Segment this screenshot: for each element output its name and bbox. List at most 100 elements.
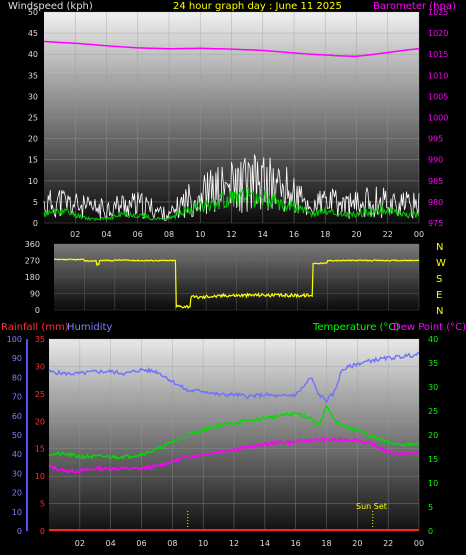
temperature-tick-label: 5: [428, 503, 433, 512]
time-tick-label: 04: [101, 230, 111, 239]
dewpoint-axis-label: Dew Point (°C): [393, 322, 466, 333]
barometer-tick-label: 990: [428, 156, 443, 165]
humidity-tick-label: 60: [12, 412, 22, 421]
humidity-tick-label: 100: [7, 335, 22, 344]
wind-tick-label: 25: [28, 114, 38, 123]
direction-panel-marks: [54, 258, 420, 310]
wind-panel-marks: [43, 40, 420, 222]
rainfall-tick-label: 30: [35, 362, 45, 371]
time-tick-label: 22: [383, 230, 393, 239]
temperature-tick-label: 15: [428, 455, 438, 464]
humidity-tick-label: 10: [12, 508, 22, 517]
barometer-tick-label: 980: [428, 198, 443, 207]
dewpoint-series: [48, 436, 420, 474]
humidity-axis-label: Humidity: [67, 322, 112, 333]
humidity-tick-label: 70: [12, 393, 22, 402]
humidity-tick-label: 0: [17, 527, 22, 536]
wind-panel-ticks: 0510152025303540455097598098599099510001…: [28, 8, 449, 239]
temperature-tick-label: 25: [428, 407, 438, 416]
time-tick-label: 02: [75, 539, 85, 548]
direction-tick-label: 0: [35, 306, 40, 315]
wind-tick-label: 35: [28, 71, 38, 80]
wind-tick-label: 50: [28, 8, 38, 17]
time-tick-label: 14: [260, 539, 270, 548]
time-tick-label: 20: [352, 539, 362, 548]
time-tick-label: 20: [351, 230, 361, 239]
barometer-tick-label: 1010: [428, 71, 448, 80]
time-tick-label: 16: [289, 230, 299, 239]
barometer-series: [43, 40, 420, 58]
barometer-tick-label: 1025: [428, 8, 448, 17]
time-tick-label: 06: [136, 539, 146, 548]
wind-axis-label: Windspeed (kph): [8, 1, 93, 12]
rainfall-tick-label: 20: [35, 417, 45, 426]
temperature-tick-label: 10: [428, 479, 438, 488]
humidity-tick-label: 40: [12, 450, 22, 459]
humidity-tick-label: 90: [12, 354, 22, 363]
humidity-tick-label: 50: [12, 431, 22, 440]
time-tick-label: 12: [229, 539, 239, 548]
rainfall-tick-label: 15: [35, 445, 45, 454]
time-tick-label: 08: [167, 539, 177, 548]
wind-tick-label: 5: [33, 198, 38, 207]
wind-tick-label: 0: [33, 219, 38, 228]
rainfall-tick-label: 5: [40, 500, 45, 509]
temperature-tick-label: 30: [428, 383, 438, 392]
barometer-tick-label: 1015: [428, 50, 448, 59]
barometer-tick-label: 975: [428, 219, 443, 228]
wind-tick-label: 30: [28, 92, 38, 101]
rainfall-axis-label: Rainfall (mm): [1, 322, 69, 333]
barometer-tick-label: 1005: [428, 92, 448, 101]
temperature-axis-label: Temperature (°C): [312, 322, 399, 333]
time-tick-label: 00: [414, 539, 424, 548]
time-tick-label: 22: [383, 539, 393, 548]
wind-panel-grid: [44, 11, 420, 224]
wind-direction-series: [54, 258, 420, 310]
chart-title: 24 hour graph day : June 11 2025: [173, 1, 342, 12]
wind-tick-label: 10: [28, 177, 38, 186]
time-tick-label: 14: [258, 230, 268, 239]
time-tick-label: 04: [106, 539, 116, 548]
humidity-tick-label: 80: [12, 373, 22, 382]
direction-tick-label: 270: [25, 257, 40, 266]
time-tick-label: 18: [321, 539, 331, 548]
compass-e: E: [436, 290, 442, 301]
rainfall-tick-label: 10: [35, 472, 45, 481]
barometer-tick-label: 985: [428, 177, 443, 186]
rainfall-tick-label: 25: [35, 390, 45, 399]
barometer-tick-label: 995: [428, 135, 443, 144]
wind-tick-label: 15: [28, 156, 38, 165]
direction-tick-label: 180: [25, 273, 40, 282]
rainfall-tick-label: 0: [40, 527, 45, 536]
direction-tick-label: 360: [25, 240, 40, 249]
direction-tick-label: 90: [30, 290, 40, 299]
temperature-tick-label: 35: [428, 359, 438, 368]
compass-n-bottom: N: [436, 306, 443, 317]
time-tick-label: 06: [133, 230, 143, 239]
rainfall-tick-label: 35: [35, 335, 45, 344]
barometer-tick-label: 1000: [428, 114, 448, 123]
compass-w: W: [436, 258, 446, 269]
wind-tick-label: 40: [28, 50, 38, 59]
barometer-tick-label: 1020: [428, 29, 448, 38]
temperature-tick-label: 0: [428, 527, 433, 536]
wind-tick-label: 45: [28, 29, 38, 38]
climate-panel-marks: [48, 351, 420, 531]
time-tick-label: 10: [195, 230, 205, 239]
compass-s: S: [436, 274, 442, 285]
humidity-tick-label: 20: [12, 489, 22, 498]
barometer-axis-label: Barometer (hpa): [373, 1, 456, 12]
humidity-tick-label: 30: [12, 469, 22, 478]
wind-average-series: [43, 186, 420, 222]
temperature-tick-label: 20: [428, 431, 438, 440]
humidity-series: [48, 351, 420, 404]
time-tick-label: 16: [291, 539, 301, 548]
wind-tick-label: 20: [28, 135, 38, 144]
compass-n-top: N: [436, 242, 443, 253]
time-tick-label: 10: [198, 539, 208, 548]
time-tick-label: 02: [70, 230, 80, 239]
temperature-tick-label: 40: [428, 335, 438, 344]
time-tick-label: 12: [226, 230, 236, 239]
climate-panel-ticks: 0510152025303501020304050607080901000510…: [7, 335, 438, 548]
